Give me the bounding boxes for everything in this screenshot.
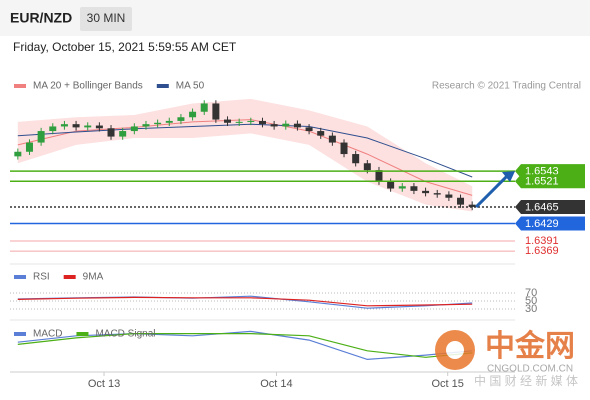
candle-body [49,126,57,132]
timeframe: 30 MIN [87,11,126,25]
legend-swatch [14,332,26,336]
legend-label: 9MA [83,272,104,283]
candle-body [457,197,465,205]
watermark-brand: 中金网 [485,329,575,363]
candle-body [293,123,301,128]
legend-swatch [76,332,89,336]
y-tick-label: 70 [525,287,537,299]
series-line [17,330,473,361]
legend-label: MA 50 [176,81,205,92]
candle-body [282,123,290,127]
candle-body [14,151,22,157]
level-label: 1.6429 [525,218,559,230]
candle-body [363,163,371,171]
level-label: 1.6369 [525,245,559,257]
legend-swatch [63,275,76,279]
series-line [17,333,473,358]
y-tick-label: 30 [525,303,537,315]
candle-body [235,121,243,123]
candle-body [468,204,476,207]
candle-body [340,142,348,155]
level-label: 1.6521 [525,176,559,188]
candle-body [84,125,92,128]
candle-body [398,186,406,189]
watermark-slogan: 中 国 财 经 新 媒 体 [474,373,578,388]
candle-body [328,135,336,143]
candle-body [375,170,383,182]
candle-body [317,131,325,136]
series-line [17,296,473,307]
legend-swatch [156,84,169,88]
candle-body [270,124,278,127]
watermark: 中金网 CNGOLD.COM.CN 中 国 财 经 新 媒 体 [435,329,578,388]
legend-swatch [14,275,26,279]
candle-body [387,181,395,189]
candle-body [189,111,197,118]
candle-body [212,103,220,120]
level-label-box [515,174,585,189]
timeframe-tag [80,7,132,31]
candle-body [247,120,255,122]
candle-body [352,154,360,164]
candle-body [107,128,115,137]
candle-body [177,117,185,121]
level-label: 1.6465 [525,201,559,213]
timestamp: Friday, October 15, 2021 5:59:55 AM CET [13,40,237,54]
watermark-domain: CNGOLD.COM.CN [487,364,573,375]
candle-body [224,119,232,123]
legend-swatch [14,84,26,88]
candle-body [130,126,138,132]
candle-body [37,131,45,143]
legend-label: MA 20 + Bollinger Bands [33,81,143,92]
legend-label: MACD Signal [95,329,155,340]
symbol: EUR/NZD [10,10,72,26]
candle-body [25,142,33,152]
candle-body [142,124,150,127]
credit: Research © 2021 Trading Central [432,81,581,92]
candle-body [119,131,127,137]
candle-body [410,186,418,191]
candle-body [258,120,266,125]
candle-body [200,103,208,112]
legend-label: RSI [33,272,50,283]
watermark-logo [446,341,464,359]
candle-body [154,122,162,125]
candle-body [422,190,430,194]
level-label: 1.6391 [525,235,559,247]
x-tick-label: Oct 14 [260,378,292,390]
candle-body [72,124,80,128]
forecast-arrowhead [502,171,515,183]
candle-body [95,125,103,129]
candle-body [60,124,68,127]
candle-body [445,194,453,198]
level-label-box [515,199,585,214]
candle-body [305,127,313,132]
legend-label: MACD [33,329,62,340]
x-tick-label: Oct 15 [432,378,464,390]
y-tick-label: 50 [525,295,537,307]
candle-body [433,193,441,195]
forecast-arrow [475,174,510,209]
x-tick-label: Oct 13 [88,378,120,390]
candle-body [165,120,173,123]
bollinger-band [17,98,473,212]
level-label-box [515,216,585,231]
